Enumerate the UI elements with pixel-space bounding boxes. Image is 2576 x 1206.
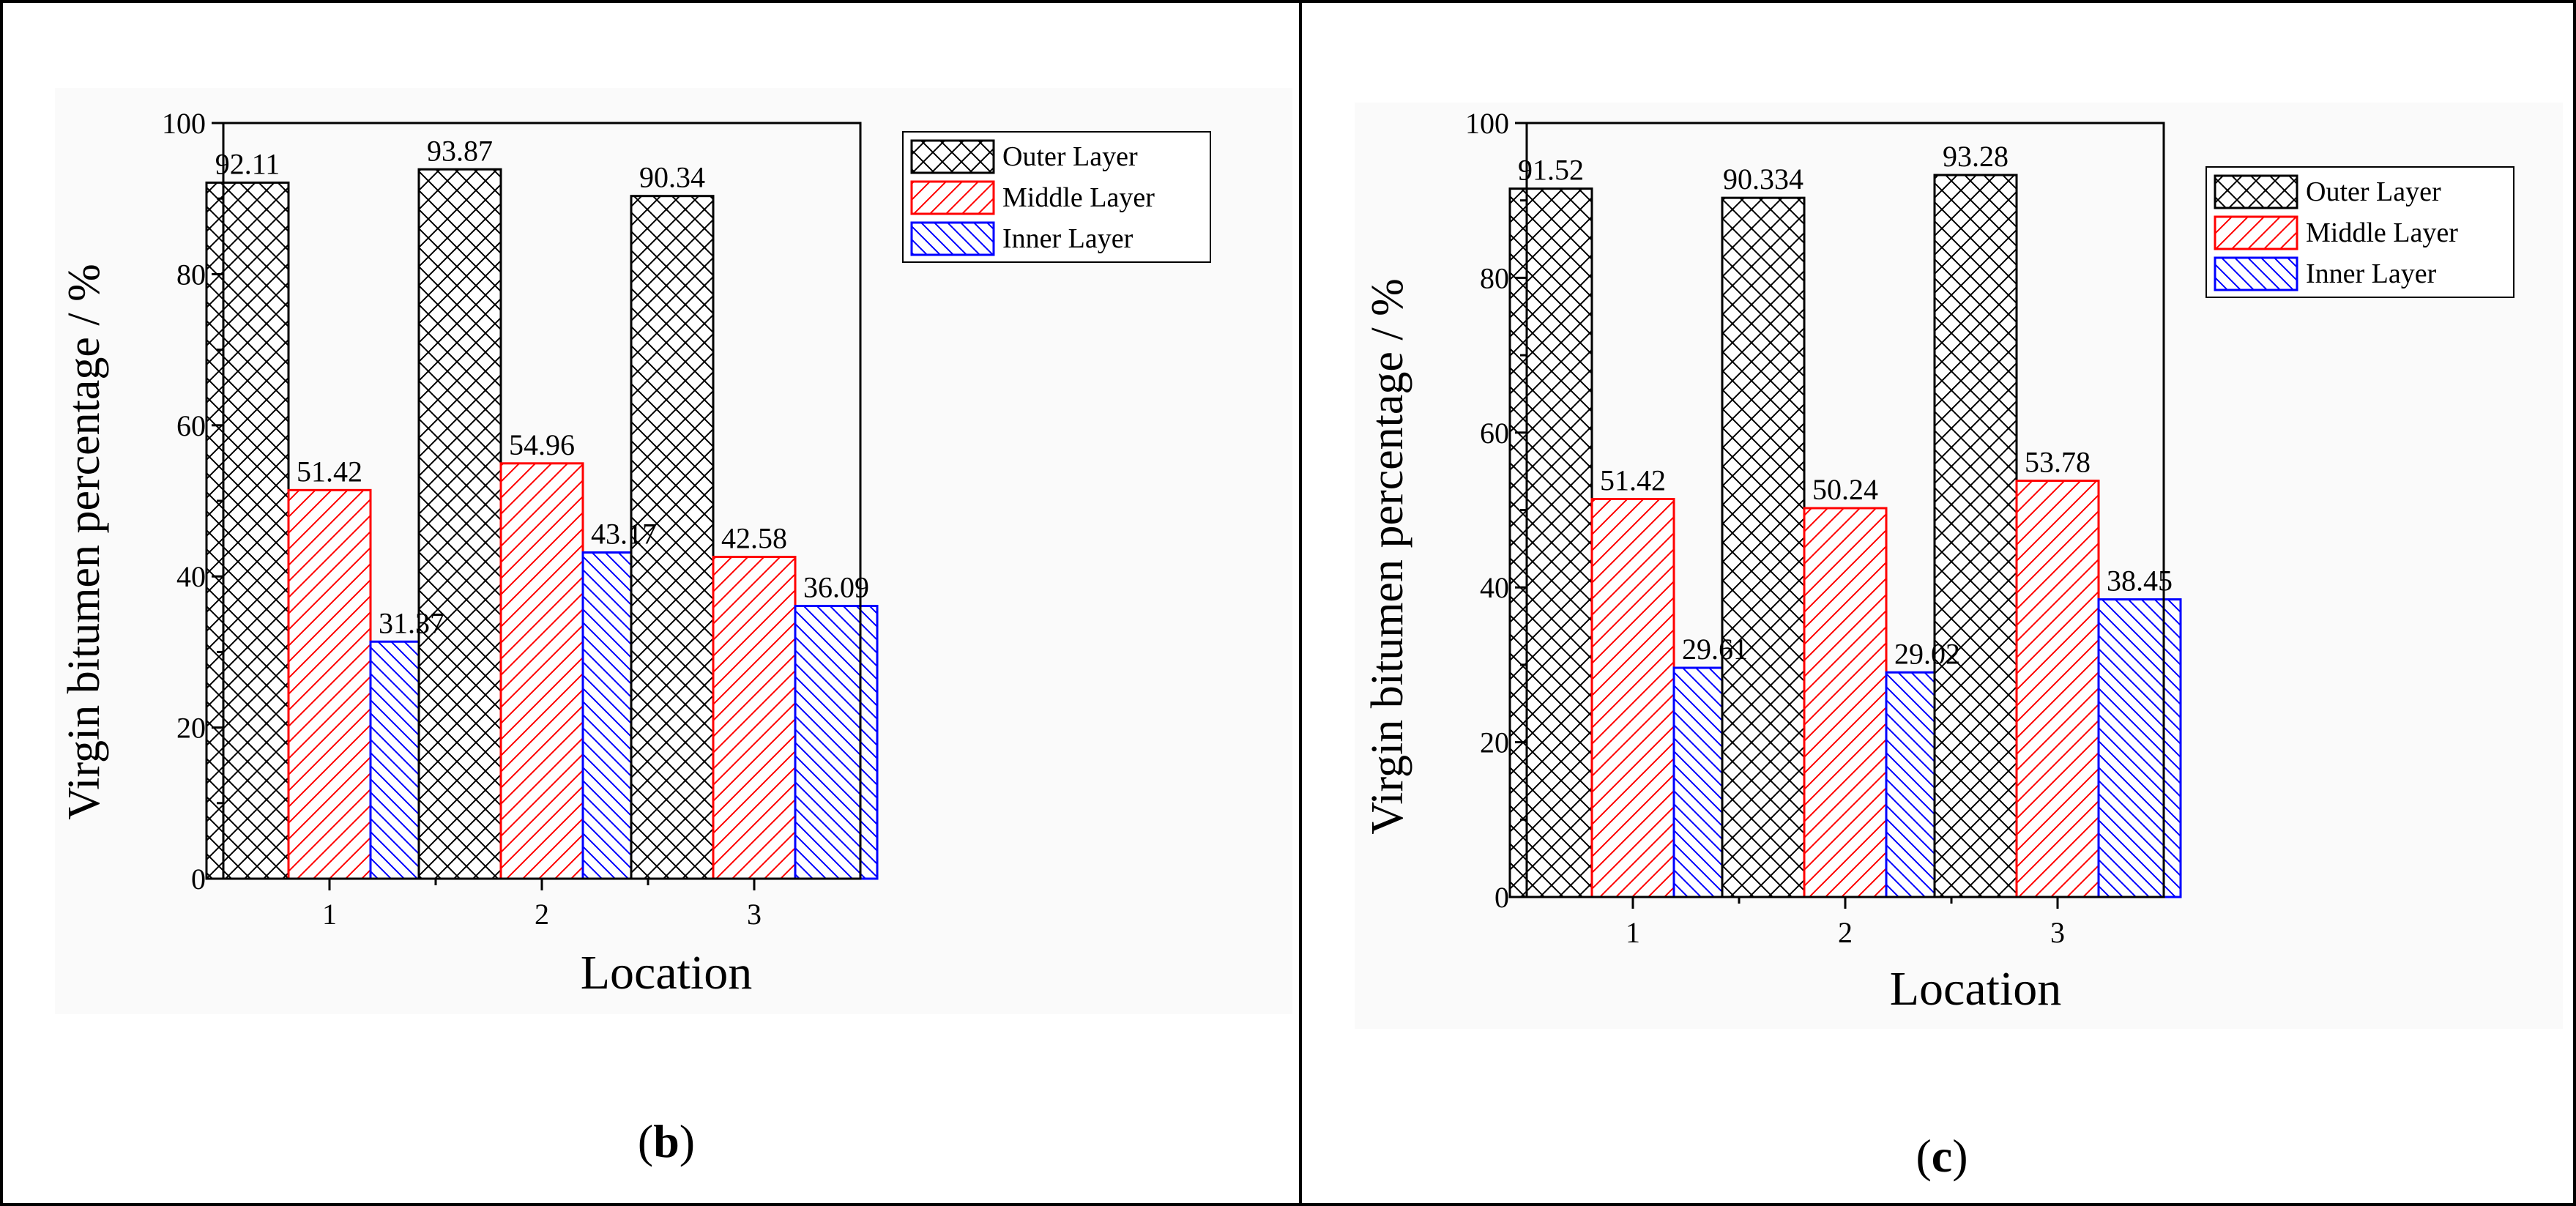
bar-outer-layer bbox=[1933, 174, 2018, 898]
value-labels: 92.11 51.42 31.37 93.87 54.96 43.17 90.34 42.58… bbox=[215, 134, 869, 639]
y-tick-label: 0 bbox=[191, 863, 206, 896]
y-tick-label: 100 bbox=[1465, 107, 1509, 140]
panel-c: 0 20 40 60 80 100 1 2 3 91.52 51.42 29.61 90.334 50… bbox=[1355, 103, 2563, 1182]
y-tick-label: 100 bbox=[162, 107, 206, 140]
bar-middle-layer bbox=[1803, 507, 1888, 898]
value-label: 93.28 bbox=[1943, 140, 2009, 173]
panel-label: (b) bbox=[638, 1115, 695, 1167]
y-tick-label: 80 bbox=[176, 258, 206, 291]
legend-swatch bbox=[910, 139, 995, 174]
bars bbox=[1508, 174, 2182, 898]
legend-label: Inner Layer bbox=[1002, 223, 1133, 254]
x-tick-label: 3 bbox=[747, 898, 762, 931]
panel-label: (c) bbox=[1916, 1130, 1968, 1182]
legend-label: Middle Layer bbox=[1002, 182, 1155, 213]
bar-inner-layer bbox=[794, 605, 879, 880]
value-label: 92.11 bbox=[215, 147, 280, 180]
plot-area: 0 20 40 60 80 100 1 2 3 92.11 51.42 31.37 93.87 54.… bbox=[162, 107, 879, 931]
value-label: 91.52 bbox=[1518, 154, 1584, 187]
x-tick-label: 3 bbox=[2050, 916, 2065, 949]
x-tick-label: 2 bbox=[535, 898, 549, 931]
value-label: 50.24 bbox=[1812, 473, 1878, 506]
x-axis-label: Location bbox=[581, 946, 753, 1000]
value-label: 90.334 bbox=[1723, 163, 1803, 196]
value-label: 53.78 bbox=[2025, 446, 2091, 479]
y-tick-label: 20 bbox=[176, 712, 206, 745]
legend-swatch bbox=[2214, 256, 2298, 291]
y-tick-label: 80 bbox=[1480, 261, 1509, 294]
bar-inner-layer bbox=[2097, 598, 2182, 898]
legend-label: Outer Layer bbox=[1002, 141, 1138, 172]
value-label: 38.45 bbox=[2107, 565, 2173, 598]
value-label: 51.42 bbox=[297, 455, 362, 488]
x-tick-label: 1 bbox=[322, 898, 337, 931]
y-axis-label: Virgin bitumen percentage / % bbox=[59, 264, 109, 820]
y-tick-label: 0 bbox=[1494, 881, 1509, 914]
value-labels: 91.52 51.42 29.61 90.334 50.24 29.02 93.28 53.7… bbox=[1518, 140, 2173, 670]
value-label: 54.96 bbox=[509, 428, 575, 461]
y-tick-label: 20 bbox=[1480, 726, 1509, 759]
value-label: 31.37 bbox=[379, 606, 444, 639]
y-tick-label: 40 bbox=[176, 560, 206, 593]
bar-middle-layer bbox=[712, 556, 797, 880]
legend: Outer Layer Middle Layer Inner Layer bbox=[2205, 166, 2514, 298]
x-axis-label: Location bbox=[1890, 962, 2062, 1016]
legend-swatch bbox=[910, 221, 995, 256]
plot-area: 0 20 40 60 80 100 1 2 3 91.52 51.42 29.61 90.334 50… bbox=[1465, 107, 2182, 949]
bar-outer-layer bbox=[417, 168, 502, 880]
bar-middle-layer bbox=[499, 462, 584, 880]
y-tick-label: 60 bbox=[176, 409, 206, 442]
y-ticks: 0 20 40 60 80 100 bbox=[162, 107, 223, 896]
y-tick-label: 60 bbox=[1480, 417, 1509, 450]
bar-outer-layer bbox=[1721, 196, 1806, 898]
x-tick-label: 2 bbox=[1838, 916, 1853, 949]
y-axis-label: Virgin bitumen percentage / % bbox=[1363, 278, 1412, 835]
legend-label: Middle Layer bbox=[2306, 217, 2458, 248]
y-ticks: 0 20 40 60 80 100 bbox=[1465, 107, 1527, 914]
bar-middle-layer bbox=[1590, 497, 1675, 898]
legend-swatch bbox=[2214, 174, 2298, 209]
legend-swatch bbox=[2214, 215, 2298, 250]
value-label: 29.61 bbox=[1682, 633, 1748, 666]
bar-outer-layer bbox=[1508, 187, 1593, 898]
value-label: 93.87 bbox=[427, 134, 493, 167]
x-ticks: 1 2 3 bbox=[1626, 897, 2065, 949]
y-tick-label: 40 bbox=[1480, 571, 1509, 604]
bar-outer-layer bbox=[630, 195, 715, 880]
value-label: 29.02 bbox=[1894, 637, 1960, 670]
legend-label: Inner Layer bbox=[2306, 258, 2437, 289]
value-label: 42.58 bbox=[721, 522, 787, 555]
bar-middle-layer bbox=[2015, 480, 2100, 898]
x-tick-label: 1 bbox=[1626, 916, 1640, 949]
value-label: 43.17 bbox=[591, 517, 657, 550]
legend-swatch bbox=[910, 180, 995, 215]
bar-middle-layer bbox=[287, 488, 372, 880]
value-label: 51.42 bbox=[1600, 464, 1666, 496]
value-label: 90.34 bbox=[639, 161, 705, 194]
bars bbox=[205, 168, 879, 880]
panel-b: 0 20 40 60 80 100 1 2 3 92.11 51.42 31.37 93.87 54.… bbox=[55, 88, 1292, 1167]
legend: Outer Layer Middle Layer Inner Layer bbox=[902, 131, 1211, 263]
bar-outer-layer bbox=[205, 181, 290, 880]
x-ticks: 1 2 3 bbox=[322, 879, 762, 931]
value-label: 36.09 bbox=[803, 571, 869, 604]
legend-label: Outer Layer bbox=[2306, 176, 2441, 207]
